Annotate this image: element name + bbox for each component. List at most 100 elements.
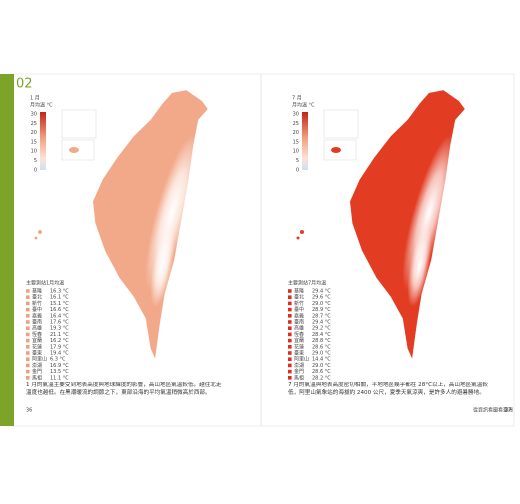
colorbar-tick: 20 [293, 130, 299, 136]
station-value: 11.1 °C [50, 375, 69, 381]
section-bar [0, 74, 14, 426]
station-value: 15.1 °C [50, 301, 69, 307]
station-value: 29.4 °C [312, 320, 331, 326]
station-name: 阿里山 [32, 356, 47, 363]
station-marker [288, 345, 292, 349]
station-value: 17.6 °C [50, 320, 69, 326]
station-marker [26, 345, 30, 349]
station-value: 29.0 °C [312, 363, 331, 369]
station-marker [26, 376, 30, 380]
station-name: 金門 [32, 368, 42, 375]
station-marker [288, 357, 292, 361]
station-name: 花蓮 [32, 343, 42, 350]
inset [61, 109, 97, 139]
footer: 從資訊看圖看臺灣 [473, 407, 513, 414]
station-marker [26, 289, 30, 293]
caption: 7 月的氣溫與地表高度密切相關，平地地區幾乎都在 28°C以上，高山地區氣溫較低… [288, 382, 488, 396]
station-name: 新竹 [294, 300, 304, 307]
station-name: 澎湖 [294, 362, 304, 369]
colorbar-tick: 30 [293, 112, 299, 118]
inset [323, 109, 359, 139]
station-name: 基隆 [294, 288, 304, 295]
station-marker [288, 351, 292, 355]
station-value: 28.4 °C [312, 332, 331, 338]
section-number: 02 [16, 77, 33, 92]
station-name: 臺中 [32, 306, 42, 313]
station-value: 16.2 °C [50, 338, 69, 344]
page-number: 37 [505, 408, 511, 414]
legend-title: 主要測站1月均溫 [26, 280, 64, 287]
caption: 1 月的氣溫主要受到地表高度與地球緯度的影響，高山地區氣溫較低，越往北走溫度也越… [26, 382, 222, 396]
station-name: 澎湖 [32, 362, 42, 369]
station-name: 馬祖 [294, 374, 304, 381]
inset [323, 139, 357, 161]
station-value: 29.2 °C [312, 326, 331, 332]
station-marker [26, 320, 30, 324]
colorbar-tick: 25 [293, 121, 299, 127]
station-marker [288, 363, 292, 368]
station-value: 28.6 °C [312, 344, 331, 350]
station-name: 嘉義 [32, 312, 42, 319]
station-marker [26, 314, 30, 318]
mountains [402, 134, 456, 307]
station-marker [288, 301, 292, 306]
unit: 月均溫 °C [292, 102, 315, 109]
station-name: 高雄 [32, 325, 42, 332]
colorbar-tick: 0 [296, 167, 299, 173]
station-marker [26, 357, 30, 361]
station-value: 29.6 °C [312, 295, 331, 301]
station-marker [26, 338, 30, 343]
station-marker [288, 307, 292, 312]
station-name: 臺東 [294, 350, 304, 357]
station-name: 臺北 [294, 294, 304, 301]
station-marker [288, 376, 292, 380]
station-marker [288, 332, 292, 337]
station-name: 臺南 [294, 319, 304, 326]
station-name: 阿里山 [294, 356, 309, 363]
station-name: 花蓮 [294, 343, 304, 350]
station-marker [26, 369, 30, 374]
station-value: 16.6 °C [50, 307, 69, 313]
colorbar [40, 112, 46, 170]
island [296, 236, 300, 240]
station-value: 29.0 °C [312, 351, 331, 357]
station-value: 21.1 °C [50, 332, 69, 338]
mountains [145, 134, 199, 307]
station-value: 28.7 °C [312, 313, 331, 319]
station-name: 嘉義 [294, 312, 304, 319]
colorbar-tick: 5 [296, 158, 299, 164]
colorbar-tick: 20 [31, 130, 37, 136]
colorbar-tick: 15 [31, 139, 37, 145]
station-value: 28.6 °C [312, 369, 331, 375]
station-marker [26, 351, 30, 355]
station-marker [288, 338, 292, 343]
station-name: 宜蘭 [294, 337, 304, 344]
colorbar-tick: 10 [293, 149, 299, 155]
station-marker [26, 332, 30, 337]
station-name: 基隆 [32, 288, 42, 295]
station-value: 16.1 °C [50, 295, 69, 301]
station-marker [288, 314, 292, 318]
station-name: 高雄 [294, 325, 304, 332]
station-marker [288, 369, 292, 374]
island [300, 230, 304, 234]
island [38, 230, 42, 234]
colorbar-tick: 0 [34, 167, 37, 173]
colorbar-tick: 15 [293, 139, 299, 145]
station-marker [26, 363, 30, 368]
unit: 月均溫 °C [30, 102, 53, 109]
colorbar-tick: 10 [31, 149, 37, 155]
station-name: 金門 [294, 368, 304, 375]
station-value: 16.3 °C [50, 289, 69, 295]
taiwan-map [92, 89, 209, 360]
colorbar-tick: 5 [34, 158, 37, 164]
colorbar-tick: 30 [31, 112, 37, 118]
station-marker [288, 295, 292, 299]
station-value: 14.4 °C [312, 357, 331, 363]
station-value: 28.9 °C [312, 307, 331, 313]
mountain-range [407, 226, 432, 307]
station-name: 宜蘭 [32, 337, 42, 344]
